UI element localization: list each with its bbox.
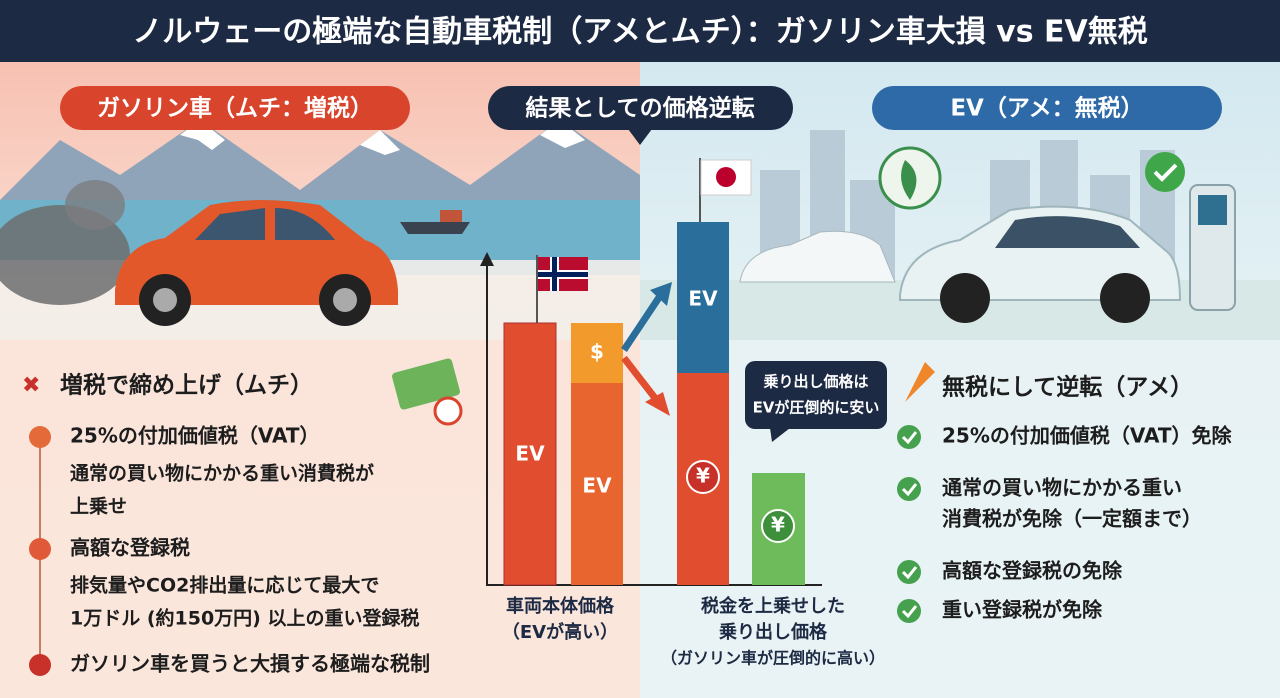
title: ノルウェーの極端な自動車税制（アメとムチ）：ガソリン車大損 vs EV無税 (132, 15, 1148, 50)
text: 税金を上乗せした (701, 595, 845, 617)
text: 結果としての価格逆転 (525, 95, 754, 122)
mountain-snow (360, 130, 400, 155)
check-icon (897, 560, 921, 584)
car-window (275, 208, 335, 240)
badge-tail (628, 129, 652, 145)
check-mark (901, 566, 918, 580)
money-icon (392, 358, 460, 410)
text: 高額な登録税 (70, 536, 190, 560)
text: （ガソリン車が圧倒的に高い） (661, 649, 885, 668)
bar (677, 222, 729, 373)
arrow (621, 355, 658, 401)
text: 乗り出し価格は (763, 373, 868, 391)
no-icon (433, 396, 463, 426)
bar (571, 323, 623, 383)
heading: 増税で締め上げ（ムチ） (60, 372, 313, 399)
ship-cargo (440, 210, 462, 222)
check-mark (1153, 163, 1178, 182)
arrow (621, 294, 663, 352)
timeline-dot (29, 426, 51, 448)
text: $ (590, 340, 604, 364)
text: EV (515, 442, 545, 466)
timeline-dot (29, 654, 51, 676)
text: EV (582, 474, 612, 498)
text: 高額な登録税の免除 (942, 559, 1123, 583)
japan-sun (716, 167, 736, 187)
ev-car-window (995, 216, 1140, 248)
car-window (195, 208, 265, 240)
text: 車両本体価格 (506, 595, 615, 617)
ship (400, 222, 470, 234)
check-mark (901, 431, 918, 445)
hubcap (333, 288, 357, 312)
text: 上乗せ (70, 496, 127, 518)
check-mark (901, 483, 918, 497)
charger-screen (1198, 195, 1227, 225)
wheel (940, 273, 990, 323)
arrow-head (650, 282, 672, 306)
check-badge (1145, 152, 1185, 192)
heading: 無税にして逆転（アメ） (942, 374, 1193, 401)
title-bar (0, 0, 1280, 62)
text: ¥ (771, 513, 785, 537)
check-icon (897, 425, 921, 449)
text: EV（アメ：無税） (950, 95, 1143, 122)
text: EVが圧倒的に安い (753, 399, 880, 417)
axis-arrow (480, 252, 494, 266)
text: ¥ (696, 464, 710, 488)
text: （EVが高い） (502, 621, 618, 643)
text: EV (688, 287, 718, 311)
arrow-head (645, 392, 670, 416)
text: 通常の買い物にかかる重い (942, 476, 1182, 500)
leaf (901, 160, 917, 200)
check-mark (901, 605, 918, 619)
angry-icon: ✖ (22, 373, 40, 398)
badge (872, 86, 1222, 130)
yen-circle (761, 509, 795, 543)
text: 排気量やCO2排出量に応じて最大で (70, 574, 379, 597)
callout-tail (770, 428, 790, 442)
text: 消費税が免除（一定額まで） (942, 507, 1202, 531)
text: ガソリン車を買うと大損する極端な税制 (70, 652, 430, 676)
flag-cross (538, 272, 588, 277)
hubcap (153, 288, 177, 312)
badge (60, 86, 410, 130)
text: 25%の付加価値税（VAT）免除 (942, 424, 1233, 448)
bar (571, 383, 623, 585)
check-icon (897, 599, 921, 623)
callout (745, 361, 887, 429)
timeline-dot (29, 538, 51, 560)
text: 通常の買い物にかかる重い消費税が (70, 462, 374, 485)
check-icon (897, 477, 921, 501)
text: 重い登録税が免除 (942, 598, 1103, 622)
yen-circle (686, 460, 720, 494)
text: ガソリン車（ムチ：増税） (97, 95, 373, 122)
smoke (0, 205, 130, 305)
text: 1万ドル (約150万円) 以上の重い登録税 (70, 607, 419, 630)
badge (488, 86, 793, 130)
car-body (115, 200, 398, 305)
bar (503, 322, 557, 586)
ev-car-small (739, 230, 896, 283)
wheel (1100, 273, 1150, 323)
text: 25%の付加価値税（VAT） (70, 424, 320, 448)
carrot-icon (905, 362, 935, 402)
smoke (65, 180, 125, 230)
text: 乗り出し価格 (719, 621, 828, 643)
